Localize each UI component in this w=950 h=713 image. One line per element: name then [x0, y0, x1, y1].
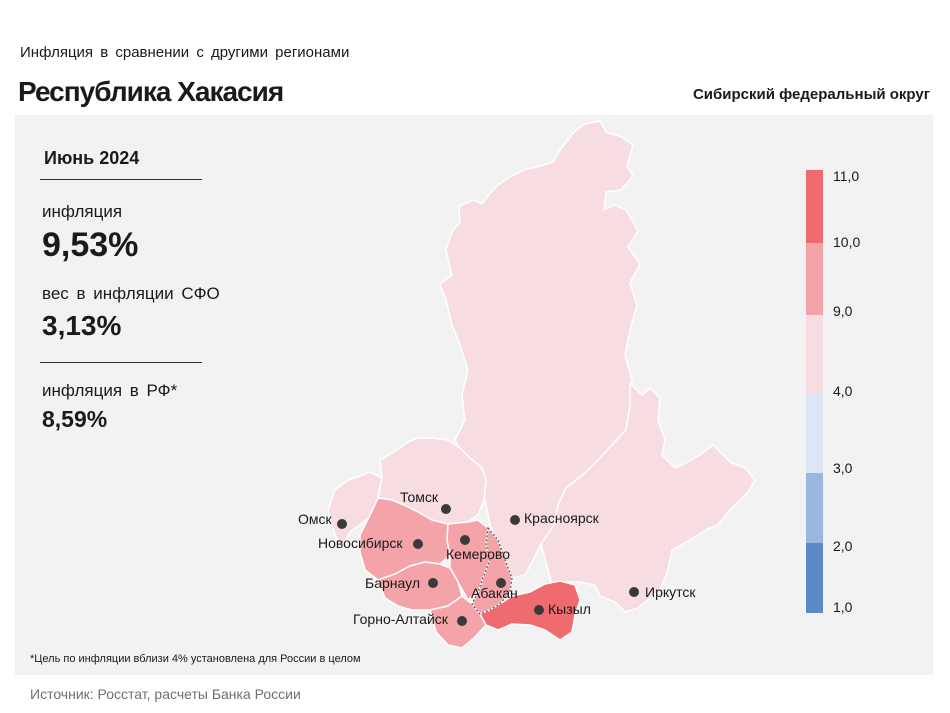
legend-tick-1: 1,0 — [833, 599, 853, 615]
legend-band-3-4 — [806, 393, 823, 473]
khakassia-highlight-outline — [471, 526, 513, 615]
city-kemerovo[interactable]: Кемерово — [446, 535, 510, 562]
city-tomsk[interactable]: Томск — [400, 489, 451, 514]
city-marker — [496, 578, 506, 588]
city-marker — [534, 605, 544, 615]
period-label: Июнь 2024 — [44, 148, 140, 168]
weight-value: 3,13% — [42, 310, 122, 341]
city-label-kemerovo: Кемерово — [446, 546, 510, 562]
source-note: Источник: Росстат, расчеты Банка России — [30, 686, 301, 702]
city-marker — [413, 539, 423, 549]
page-subtitle: Инфляция в сравнении с другими регионами — [20, 44, 350, 61]
rf-inflation-label: инфляция в РФ* — [42, 381, 178, 400]
district-label: Сибирский федеральный округ — [692, 86, 930, 103]
city-label-irkutsk: Иркутск — [645, 584, 696, 600]
city-omsk[interactable]: Омск — [298, 511, 347, 529]
legend-tick-3: 3,0 — [833, 460, 853, 476]
city-marker — [457, 616, 467, 626]
footnote: *Цель по инфляции вблизи 4% установлена … — [30, 653, 361, 665]
city-marker — [629, 587, 639, 597]
divider-top — [40, 179, 202, 180]
legend-band-4-9 — [806, 315, 823, 393]
legend-band-2-3 — [806, 473, 823, 543]
weight-label: вес в инфляции СФО — [42, 284, 220, 303]
city-marker — [460, 535, 470, 545]
city-label-barnaul: Барнаул — [365, 575, 420, 591]
legend-scale: 1,0 2,0 3,0 4,0 9,0 10,0 11,0 — [806, 168, 860, 615]
city-barnaul[interactable]: Барнаул — [365, 575, 438, 591]
page-title: Республика Хакасия — [18, 76, 284, 107]
region-tyva[interactable] — [479, 580, 581, 641]
legend-tick-10: 10,0 — [833, 234, 860, 250]
city-label-omsk: Омск — [298, 511, 333, 527]
city-label-novosibirsk: Новосибирск — [318, 535, 403, 551]
city-gorno-altaysk[interactable]: Горно-Алтайск — [353, 611, 467, 627]
rf-inflation-value: 8,59% — [42, 406, 108, 432]
legend-band-10-11 — [806, 170, 823, 243]
city-label-krasnoyarsk: Красноярск — [524, 510, 600, 526]
city-label-abakan: Абакан — [471, 585, 518, 601]
legend-tick-2: 2,0 — [833, 538, 853, 554]
city-krasnoyarsk[interactable]: Красноярск — [510, 510, 600, 526]
city-marker — [337, 519, 347, 529]
city-marker — [510, 515, 520, 525]
legend-band-9-10 — [806, 243, 823, 315]
inflation-value: 9,53% — [42, 226, 139, 264]
city-marker — [441, 504, 451, 514]
city-kyzyl[interactable]: Кызыл — [534, 601, 591, 617]
city-label-kyzyl: Кызыл — [548, 601, 591, 617]
divider-bottom — [40, 362, 202, 363]
city-label-gorno-altaysk: Горно-Алтайск — [353, 611, 449, 627]
legend-tick-11: 11,0 — [833, 168, 859, 184]
city-novosibirsk[interactable]: Новосибирск — [318, 535, 423, 551]
legend-tick-9: 9,0 — [833, 303, 853, 319]
inflation-label: инфляция — [42, 202, 123, 221]
legend-band-1-2 — [806, 543, 823, 613]
city-marker — [428, 578, 438, 588]
city-irkutsk[interactable]: Иркутск — [629, 584, 696, 600]
legend-tick-4: 4,0 — [833, 383, 853, 399]
city-label-tomsk: Томск — [400, 489, 439, 505]
region-irkutsk[interactable] — [540, 382, 756, 613]
city-abakan[interactable]: Абакан — [471, 578, 518, 601]
region-altai-krai[interactable] — [377, 561, 463, 611]
